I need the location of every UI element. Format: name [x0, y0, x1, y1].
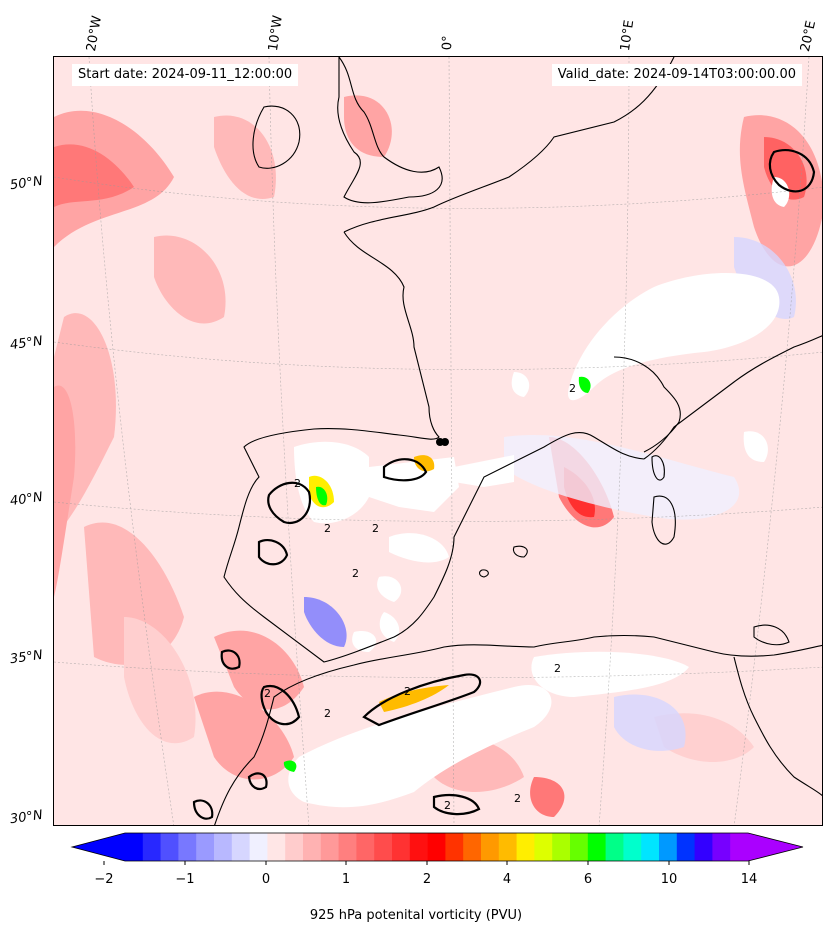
colorbar-swatch	[676, 833, 696, 861]
start-date-label: Start date: 2024-09-11_12:00:00	[72, 64, 299, 86]
colorbar-swatch	[338, 833, 357, 861]
colorbar-swatch	[125, 833, 144, 861]
negative-pv-patches	[304, 237, 796, 751]
colorbar-tick-label: −1	[175, 872, 195, 887]
contour-label: 2	[352, 567, 359, 580]
contour-label: 2	[372, 522, 379, 535]
colorbar-swatch	[498, 833, 518, 861]
colorbar-tick-label: 1	[341, 872, 351, 887]
colorbar-swatch	[694, 833, 713, 861]
colorbar-tick-label: 14	[740, 872, 758, 887]
colorbar-swatch	[445, 833, 464, 861]
colorbar-tick-label: 6	[583, 872, 593, 887]
map-panel: 2 2 2 2 2 2 2 2 2 2 2	[53, 56, 823, 826]
colorbar-swatch	[409, 833, 429, 861]
colorbar-swatch	[142, 833, 162, 861]
colorbar-swatch	[231, 833, 251, 861]
colorbar-extend-max	[748, 833, 803, 861]
colorbar-swatch	[623, 833, 642, 861]
colorbar-swatch	[285, 833, 304, 861]
colorbar-swatch	[392, 833, 411, 861]
lon-label-10w: 10°W	[266, 14, 286, 53]
contour-label: 2	[404, 685, 411, 698]
contour-label: 2	[444, 799, 451, 812]
lat-label-50n: 50°N	[9, 173, 44, 194]
colorbar-swatch	[356, 833, 375, 861]
colorbar-tick-label: 2	[422, 872, 432, 887]
pv-contours	[192, 149, 816, 820]
colorbar-tick-label: 10	[660, 872, 678, 887]
lat-label-40n: 40°N	[9, 489, 44, 510]
colorbar-swatch	[196, 833, 215, 861]
colorbar-swatch	[587, 833, 607, 861]
colorbar-swatch	[605, 833, 624, 861]
lon-label-20e: 20°E	[798, 19, 820, 54]
pv-shading	[54, 95, 822, 817]
colorbar-swatch	[641, 833, 660, 861]
colorbar-extend-min	[72, 833, 125, 861]
contour-label: 2	[294, 477, 301, 490]
masked-terrain	[288, 177, 790, 808]
colorbar-swatch	[303, 833, 322, 861]
contour-label: 2	[324, 522, 331, 535]
lon-label-20w: 20°W	[84, 14, 106, 53]
lat-label-35n: 35°N	[9, 647, 44, 668]
pv-field-map: 2 2 2 2 2 2 2 2 2 2 2	[54, 57, 822, 825]
lon-label-10e: 10°E	[618, 19, 638, 53]
colorbar-outline	[70, 832, 804, 862]
colorbar-swatch	[659, 833, 678, 861]
contour-label: 2	[514, 792, 521, 805]
colorbar-swatch	[534, 833, 553, 861]
colorbar-segments	[70, 832, 804, 865]
high-pv-patches	[283, 376, 591, 772]
colorbar-swatch	[214, 833, 233, 861]
coastlines	[214, 57, 822, 825]
colorbar-swatch	[160, 833, 179, 861]
colorbar-swatch	[463, 833, 482, 861]
colorbar-swatch	[178, 833, 197, 861]
colorbar-swatch	[481, 833, 500, 861]
colorbar-swatch	[570, 833, 589, 861]
graticule	[54, 57, 822, 825]
contour-label: 2	[264, 687, 271, 700]
colorbar-swatch	[712, 833, 731, 861]
colorbar-tick-label: 4	[502, 872, 512, 887]
valid-date-label: Valid_date: 2024-09-14T03:00:00.00	[551, 64, 802, 86]
colorbar-tick-label: 0	[261, 872, 271, 887]
colorbar-swatch	[374, 833, 393, 861]
colorbar-swatch	[249, 833, 268, 861]
colorbar-swatch	[552, 833, 571, 861]
lat-label-30n: 30°N	[9, 807, 44, 828]
contour-labels: 2 2 2 2 2 2 2 2 2 2 2	[264, 382, 576, 812]
contour-label: 2	[554, 662, 561, 675]
colorbar-label: 925 hPa potenital vorticity (PVU)	[309, 908, 523, 923]
lat-label-45n: 45°N	[9, 333, 44, 354]
colorbar-swatch	[516, 833, 535, 861]
contour-label: 2	[569, 382, 576, 395]
contour-label: 2	[324, 707, 331, 720]
station-marker	[436, 438, 449, 446]
lon-label-0: 0°	[440, 35, 456, 51]
colorbar-swatch	[267, 833, 286, 861]
colorbar-swatch	[730, 833, 749, 861]
colorbar-swatch	[320, 833, 340, 861]
colorbar-tick-label: −2	[94, 872, 114, 887]
colorbar-swatch	[427, 833, 446, 861]
